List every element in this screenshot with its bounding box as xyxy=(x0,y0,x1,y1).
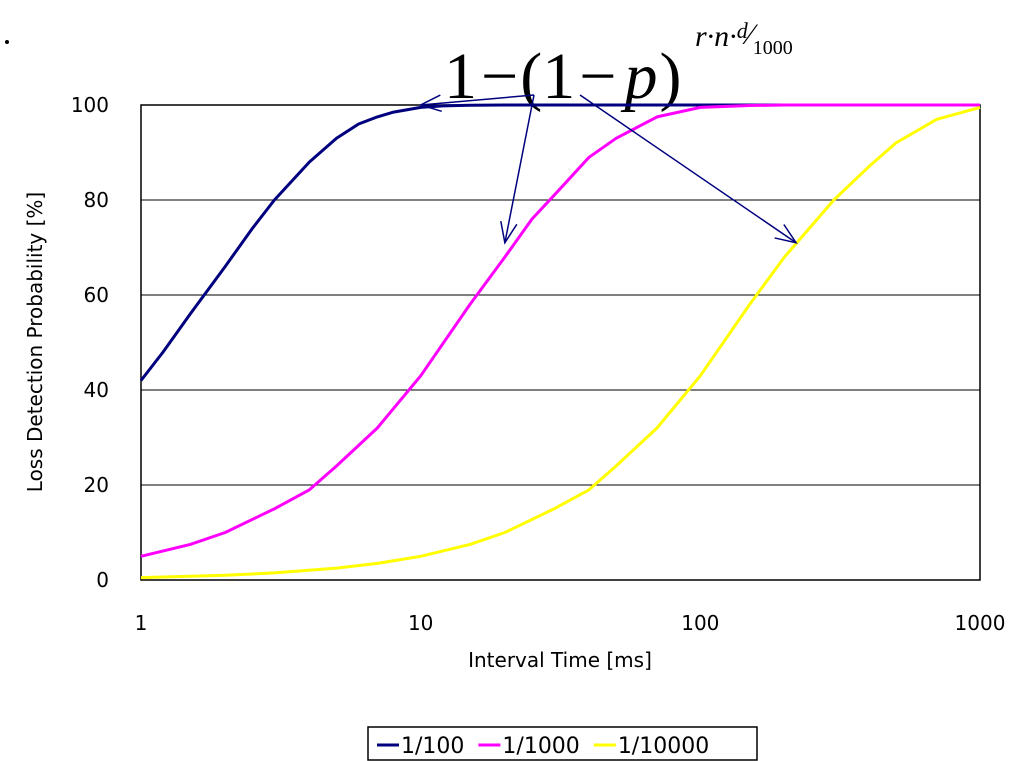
annotation-arrowhead xyxy=(774,224,798,244)
plot-area: 0 20 40 60 80 100 1 10 100 1000 xyxy=(71,93,1006,635)
formula-annotation: 1−(1− p) r·n·d⁄1000 xyxy=(444,18,793,113)
legend: 1/100 1/1000 1/10000 xyxy=(367,726,758,761)
legend-label-3: 1/10000 xyxy=(618,734,709,759)
formula-exponent: r·n· xyxy=(695,20,737,53)
svg-text:r·n·d⁄1000: r·n·d⁄1000 xyxy=(695,18,793,59)
annotation-arrowhead xyxy=(500,220,518,245)
y-tick-label: 40 xyxy=(84,378,109,402)
x-tick-label: 1 xyxy=(135,611,148,635)
legend-label-1: 1/100 xyxy=(401,734,464,759)
legend-label-2: 1/1000 xyxy=(502,734,579,759)
svg-text:1−(1−p): 1−(1− p) xyxy=(444,40,681,113)
series-layer xyxy=(139,103,981,580)
annotation-arrow xyxy=(579,94,797,244)
series-line-2 xyxy=(140,103,980,558)
annotation-arrows xyxy=(418,94,798,245)
y-tick-label: 20 xyxy=(84,473,109,497)
annotation-arrow xyxy=(504,94,535,243)
formula-close: ) xyxy=(659,40,681,113)
y-tick-label: 0 xyxy=(96,568,109,592)
gridlines xyxy=(141,199,980,486)
annotation-arrowhead xyxy=(418,94,442,113)
formula-exponent-d: d xyxy=(737,18,749,43)
x-axis-title: Interval Time [ms] xyxy=(468,648,652,672)
series-line-3 xyxy=(140,105,981,580)
y-tick-label: 80 xyxy=(84,188,109,212)
formula-minus-2: − xyxy=(579,40,616,113)
x-tick-labels: 1 10 100 1000 xyxy=(135,611,1006,635)
y-tick-label: 60 xyxy=(84,283,109,307)
x-tick-label: 10 xyxy=(408,611,433,635)
annotation-arrow xyxy=(420,94,535,106)
formula-exponent-den: 1000 xyxy=(753,37,793,59)
formula-minus: − xyxy=(481,40,518,113)
x-tick-label: 100 xyxy=(681,611,719,635)
x-tick-label: 1000 xyxy=(955,611,1006,635)
y-tick-label: 100 xyxy=(71,93,109,117)
formula-open: (1 xyxy=(520,40,575,113)
y-axis-title: Loss Detection Probability [%] xyxy=(23,192,47,492)
plot-frame xyxy=(140,104,981,581)
y-tick-labels: 0 20 40 60 80 100 xyxy=(71,93,109,592)
stray-dot xyxy=(5,40,9,44)
series-line-1 xyxy=(139,103,980,382)
formula-variable: p xyxy=(620,40,657,113)
legend-box xyxy=(367,726,758,761)
